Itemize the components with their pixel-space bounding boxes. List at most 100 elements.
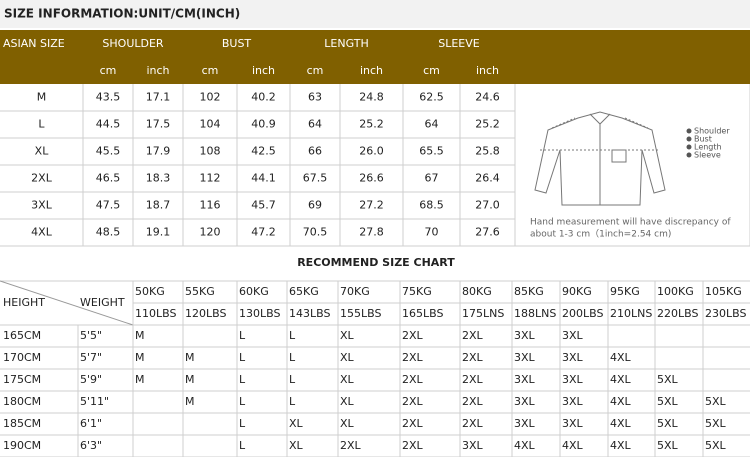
weight-kg: 95KG [610,285,640,298]
size-cell: XL [340,373,355,386]
unit-cell: cm [423,64,440,77]
title-bar [0,0,750,28]
table-cell: 42.5 [251,145,276,158]
table-cell: 116 [200,199,221,212]
table-cell: 25.8 [475,145,500,158]
size-cell: 2XL [462,351,484,364]
size-cell: L [289,329,296,342]
table-cell: 65.5 [419,145,444,158]
table-cell: 45.7 [251,199,276,212]
size-cell: 3XL [562,395,584,408]
height-cm: 190CM [3,439,41,452]
size-cell: L [239,439,246,452]
height-ft: 5'9" [80,373,102,386]
legend-dot [686,144,692,150]
legend-label: Length [694,143,722,152]
size-cell: XL [340,351,355,364]
note: Hand measurement will have discrepancy o… [530,218,731,228]
weight-kg: 50KG [135,285,165,298]
table-cell: 69 [308,199,322,212]
size-cell: M [135,329,145,342]
header-cell: ASIAN SIZE [3,37,65,50]
table-cell: 64 [308,118,322,131]
size-cell: XL [289,439,304,452]
header-band [0,30,750,84]
weight-lbs: 130LBS [239,307,280,320]
table-cell: 18.3 [146,172,171,185]
size-cell: 2XL [462,417,484,430]
weight-lbs: 110LBS [135,307,176,320]
weight-lbs: 120LBS [185,307,226,320]
table-cell: 45.5 [96,145,121,158]
table-cell: 25.2 [475,118,500,131]
unit-cell: inch [476,64,499,77]
size-cell: M [185,351,195,364]
table-cell: 70 [425,226,439,239]
height-cm: 185CM [3,417,41,430]
weight-lbs: 143LBS [289,307,330,320]
table-cell: 27.0 [475,199,500,212]
table-cell: 17.5 [146,118,171,131]
table-cell: 62.5 [419,91,444,104]
height-ft: 6'1" [80,417,102,430]
size-cell: 4XL [514,439,536,452]
height-ft: 5'5" [80,329,102,342]
table-cell: 67 [425,172,439,185]
size-cell: L [289,373,296,386]
table-cell: 47.5 [96,199,121,212]
table-cell: 17.1 [146,91,171,104]
table-cell: 17.9 [146,145,171,158]
size-cell: 5XL [705,439,727,452]
size-cell: 4XL [610,351,632,364]
cell-border [0,280,134,326]
size-cell: 4XL [610,373,632,386]
legend-label: Shoulder [694,127,730,136]
table-cell: 46.5 [96,172,121,185]
height-cm: 175CM [3,373,41,386]
size-cell: XL [340,329,355,342]
header-cell: SHOULDER [102,37,164,50]
size-cell: 4XL [562,439,584,452]
size-cell: 3XL [562,373,584,386]
table-cell: 27.2 [359,199,384,212]
height-cm: 180CM [3,395,41,408]
unit-cell: inch [252,64,275,77]
table-cell: 27.8 [359,226,384,239]
size-cell: 4XL [610,439,632,452]
title: SIZE INFORMATION:UNIT/CM(INCH) [4,7,240,21]
size-cell: 3XL [514,329,536,342]
unit-cell: inch [146,64,169,77]
header-cell: SLEEVE [438,37,480,50]
weight-kg: 80KG [462,285,492,298]
size-cell: 3XL [514,351,536,364]
table-cell: 40.2 [251,91,276,104]
size-cell: 5XL [657,373,679,386]
table-cell: 25.2 [359,118,384,131]
table-cell: 47.2 [251,226,276,239]
weight-kg: 55KG [185,285,215,298]
corner-label: HEIGHT [3,296,45,309]
size-cell: 3XL [462,439,484,452]
table-cell: 48.5 [96,226,121,239]
size-cell: XL [289,417,304,430]
height-cm: 165CM [3,329,41,342]
size-cell: M [185,395,195,408]
size-cell: 3XL [514,373,536,386]
size-cell: 5XL [657,417,679,430]
weight-kg: 70KG [340,285,370,298]
size-cell: 5XL [657,395,679,408]
shirt-diagram [534,111,666,206]
legend-dot [686,152,692,158]
header-cell: LENGTH [324,37,368,50]
size-cell: 3XL [562,351,584,364]
table-cell: 63 [308,91,322,104]
table-cell: 19.1 [146,226,171,239]
table-cell: 27.6 [475,226,500,239]
height-ft: 5'11" [80,395,109,408]
size-cell: 5XL [705,395,727,408]
table-cell: 26.0 [359,145,384,158]
unit-cell: cm [100,64,117,77]
size-cell: XL [340,395,355,408]
table-cell: 26.6 [359,172,384,185]
note: about 1-3 cm（1inch=2.54 cm) [530,229,671,240]
